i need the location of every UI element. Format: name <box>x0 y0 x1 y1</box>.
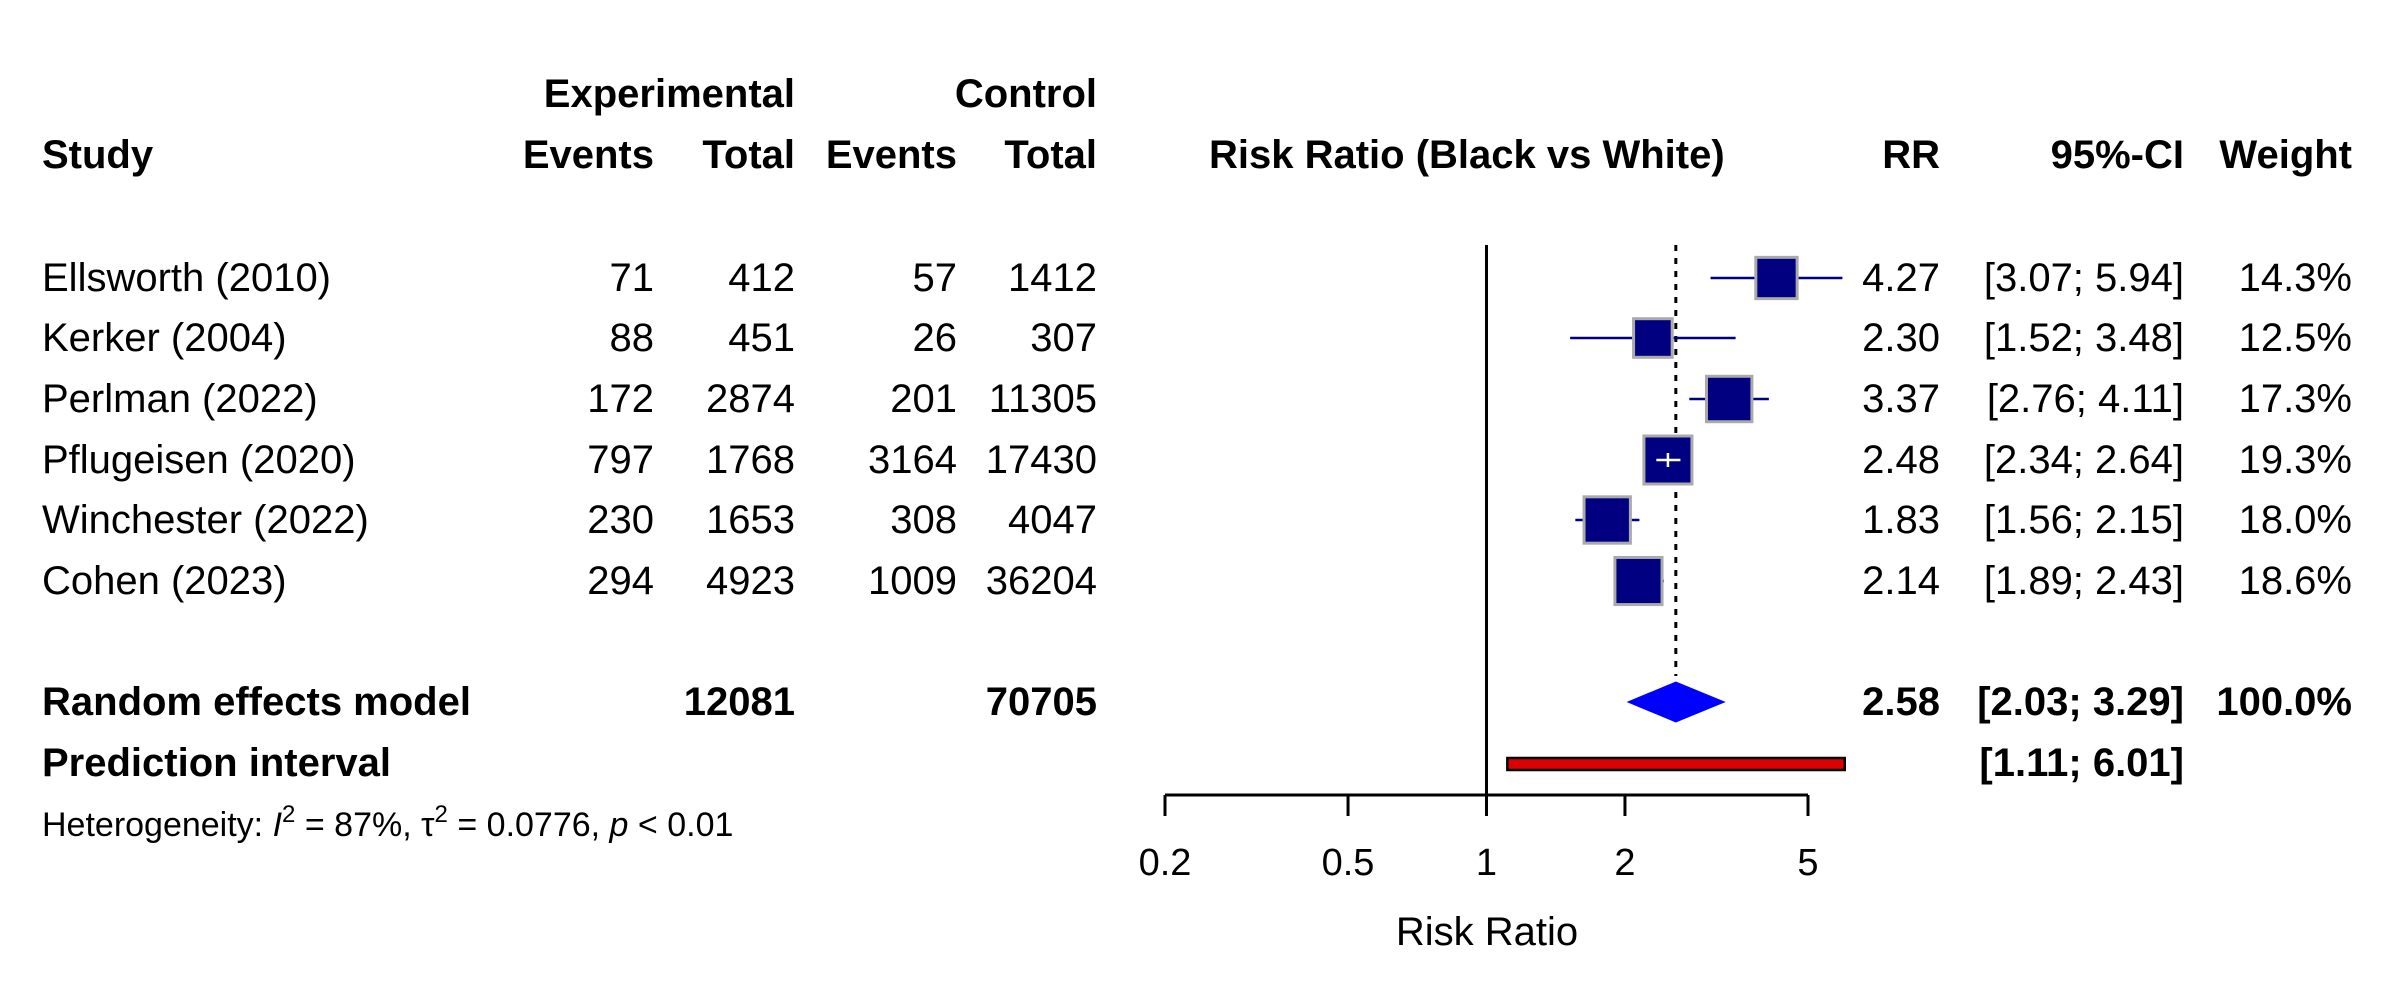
prediction-interval-label: Prediction interval <box>42 741 391 785</box>
study-weight: 18.0% <box>2239 498 2352 542</box>
prediction-interval-bar <box>1506 756 1847 772</box>
events-control: 201 <box>890 377 957 421</box>
study-ci: [2.34; 2.64] <box>1984 438 2184 482</box>
study-rr: 4.27 <box>1862 256 1940 300</box>
random-effects-total-experimental: 12081 <box>684 680 795 724</box>
total-control: 307 <box>1030 316 1097 360</box>
random-effects-weight: 100.0% <box>2216 680 2352 724</box>
random-effects-ci: [2.03; 3.29] <box>1977 680 2184 724</box>
x-tick-label: 5 <box>1797 842 1818 884</box>
study-ci: [1.56; 2.15] <box>1984 498 2184 542</box>
study-box <box>1754 255 1799 301</box>
prediction-interval-ci: [1.11; 6.01] <box>1979 741 2184 785</box>
random-effects-rr: 2.58 <box>1862 680 1940 724</box>
events-experimental: 230 <box>587 498 654 542</box>
events-experimental: 71 <box>610 256 655 300</box>
study-box <box>1582 495 1632 545</box>
header-plot-title: Risk Ratio (Black vs White) <box>1209 133 1725 177</box>
header-study: Study <box>42 133 154 177</box>
x-tick-label: 2 <box>1614 842 1635 884</box>
total-control: 1412 <box>1008 256 1097 300</box>
study-name: Perlman (2022) <box>42 377 318 421</box>
study-box <box>1632 317 1674 359</box>
study-weight: 18.6% <box>2239 559 2352 603</box>
study-rr: 2.30 <box>1862 316 1940 360</box>
heterogeneity-text: Heterogeneity: I2 = 87%, τ2 = 0.0776, p … <box>42 801 733 844</box>
study-name: Pflugeisen (2020) <box>42 438 356 482</box>
total-experimental: 1653 <box>706 498 795 542</box>
events-control: 308 <box>890 498 957 542</box>
study-ci: [2.76; 4.11] <box>1987 377 2184 421</box>
total-control: 11305 <box>989 377 1097 421</box>
x-tick-label: 1 <box>1476 842 1497 884</box>
events-control: 57 <box>913 256 958 300</box>
events-experimental: 797 <box>587 438 654 482</box>
study-weight: 12.5% <box>2239 316 2352 360</box>
header-control: Control <box>955 72 1097 116</box>
header-rr: RR <box>1882 133 1940 177</box>
study-ci: [3.07; 5.94] <box>1984 256 2184 300</box>
total-experimental: 1768 <box>706 438 795 482</box>
events-experimental: 172 <box>587 377 654 421</box>
total-experimental: 4923 <box>706 559 795 603</box>
events-experimental: 88 <box>610 316 655 360</box>
events-control: 26 <box>913 316 958 360</box>
study-name: Ellsworth (2010) <box>42 256 331 300</box>
header-ci: 95%-CI <box>2051 133 2184 177</box>
study-rr: 2.48 <box>1862 438 1940 482</box>
total-control: 17430 <box>986 438 1097 482</box>
study-weight: 19.3% <box>2239 438 2352 482</box>
study-name: Cohen (2023) <box>42 559 287 603</box>
header-weight: Weight <box>2219 133 2352 177</box>
x-tick-label: 0.5 <box>1322 842 1375 884</box>
events-control: 3164 <box>868 438 957 482</box>
study-rr: 2.14 <box>1862 559 1940 603</box>
header-total-experimental: Total <box>702 133 795 177</box>
study-name: Kerker (2004) <box>42 316 287 360</box>
header-events-control: Events <box>826 133 957 177</box>
total-experimental: 412 <box>728 256 795 300</box>
study-ci: [1.52; 3.48] <box>1984 316 2184 360</box>
x-tick-label: 0.2 <box>1139 842 1192 884</box>
events-control: 1009 <box>868 559 957 603</box>
study-name: Winchester (2022) <box>42 498 369 542</box>
study-rows: Ellsworth (2010) 71 412 57 1412 4.27 [3.07; 5.… <box>42 256 2352 603</box>
study-weight: 17.3% <box>2239 377 2352 421</box>
total-control: 36204 <box>986 559 1097 603</box>
study-box <box>1613 555 1664 607</box>
header-events-experimental: Events <box>523 133 654 177</box>
header-experimental: Experimental <box>544 72 795 116</box>
random-effects-total-control: 70705 <box>986 680 1097 724</box>
total-control: 4047 <box>1008 498 1097 542</box>
study-ci: [1.89; 2.43] <box>1984 559 2184 603</box>
pooled-diamond <box>1626 681 1726 723</box>
events-experimental: 294 <box>587 559 654 603</box>
header-total-control: Total <box>1004 133 1097 177</box>
random-effects-label: Random effects model <box>42 680 471 724</box>
total-experimental: 2874 <box>706 377 795 421</box>
total-experimental: 451 <box>728 316 795 360</box>
x-axis-label: Risk Ratio <box>1396 910 1578 954</box>
x-axis: 0.2 0.5 1 2 5 <box>1139 793 1819 884</box>
study-rr: 3.37 <box>1862 377 1940 421</box>
study-rr: 1.83 <box>1862 498 1940 542</box>
study-weight: 14.3% <box>2239 256 2352 300</box>
study-box <box>1704 374 1754 424</box>
plot-area <box>1485 245 1847 795</box>
